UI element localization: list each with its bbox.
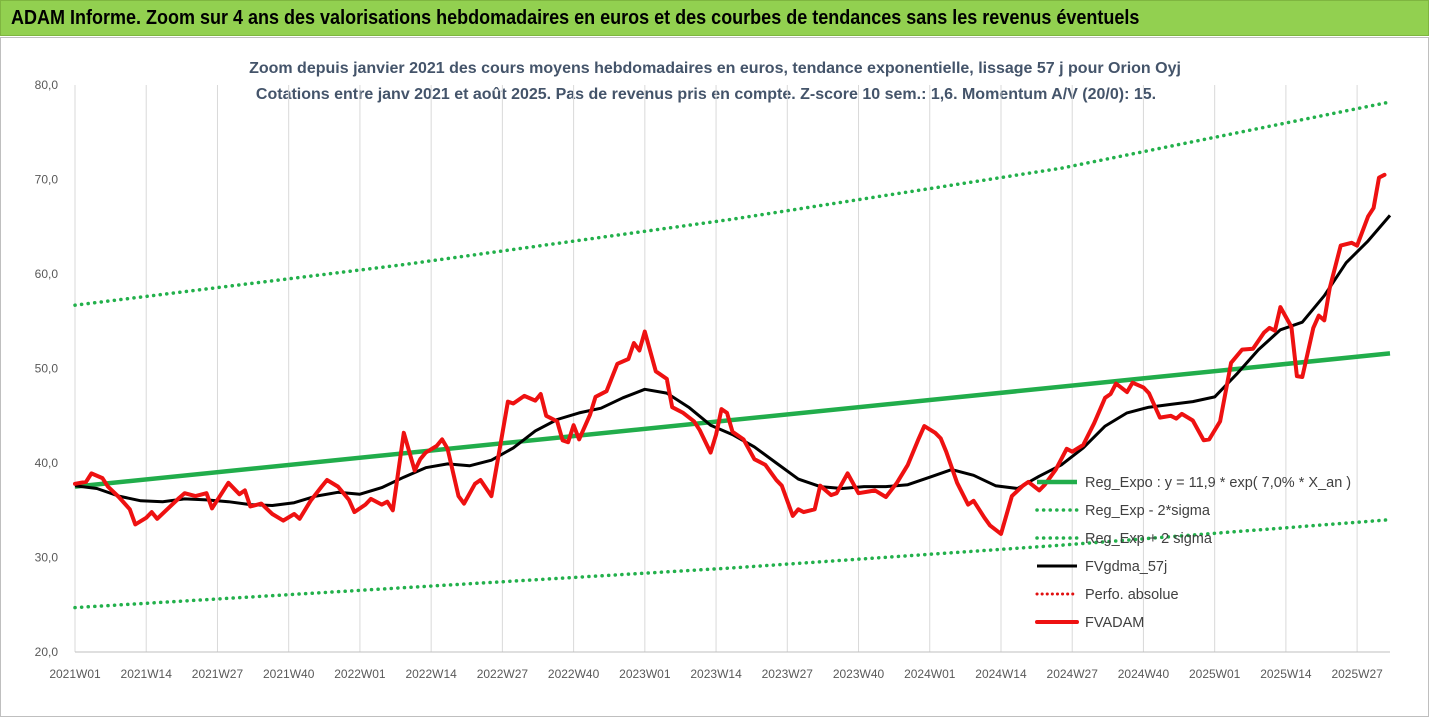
y-tick-label: 80,0 xyxy=(35,78,59,92)
y-tick-label: 50,0 xyxy=(35,362,59,376)
x-tick-label: 2023W01 xyxy=(619,667,671,681)
series-line-2 xyxy=(73,100,1392,307)
x-tick-label: 2021W40 xyxy=(263,667,315,681)
x-tick-label: 2025W14 xyxy=(1260,667,1312,681)
banner: ADAM Informe. Zoom sur 4 ans des valoris… xyxy=(0,0,1429,36)
legend-label: Reg_Exp + 2 sigma xyxy=(1085,531,1213,547)
x-tick-label: 2022W27 xyxy=(477,667,529,681)
chart-frame xyxy=(0,37,1429,717)
legend-label: FVADAM xyxy=(1085,615,1144,631)
x-axis: 2021W01 2021W14 2021W27 2021W40 2022W01 2022W… xyxy=(49,667,1383,681)
legend: Reg_Expo : y = 11,9 * exp( 7,0% * X_an )… xyxy=(1035,475,1351,631)
series-line-0 xyxy=(74,351,1391,489)
series-line-3 xyxy=(74,214,1392,507)
y-tick-label: 60,0 xyxy=(35,267,59,281)
legend-label: FVgdma_57j xyxy=(1085,559,1167,575)
x-tick-label: 2021W27 xyxy=(192,667,244,681)
x-tick-label: 2022W01 xyxy=(334,667,386,681)
x-tick-label: 2024W40 xyxy=(1118,667,1170,681)
x-tick-label: 2022W40 xyxy=(548,667,600,681)
chart-title: Zoom depuis janvier 2021 des cours moyen… xyxy=(249,60,1181,77)
banner-title: ADAM Informe. Zoom sur 4 ans des valoris… xyxy=(11,7,1140,29)
chart-subtitle: Cotations entre janv 2021 et août 2025. … xyxy=(256,86,1156,103)
legend-label: Reg_Expo : y = 11,9 * exp( 7,0% * X_an ) xyxy=(1085,475,1351,491)
x-tick-label: 2022W14 xyxy=(405,667,457,681)
legend-label: Perfo. absolue xyxy=(1085,587,1179,603)
series-lines xyxy=(73,100,1392,610)
x-tick-label: 2025W01 xyxy=(1189,667,1241,681)
y-axis: 20,0 30,0 40,0 50,0 60,0 70,0 80,0 xyxy=(35,78,59,659)
grid-lines xyxy=(74,85,1390,653)
y-tick-label: 30,0 xyxy=(35,551,59,565)
x-tick-label: 2024W01 xyxy=(904,667,956,681)
x-tick-label: 2021W14 xyxy=(121,667,173,681)
legend-label: Reg_Exp - 2*sigma xyxy=(1085,503,1211,519)
x-tick-label: 2025W27 xyxy=(1331,667,1383,681)
y-tick-label: 40,0 xyxy=(35,456,59,470)
x-tick-label: 2021W01 xyxy=(49,667,101,681)
x-tick-label: 2023W40 xyxy=(833,667,885,681)
y-tick-label: 20,0 xyxy=(35,645,59,659)
series-line-1 xyxy=(73,517,1392,610)
x-tick-label: 2023W14 xyxy=(690,667,742,681)
x-tick-label: 2024W14 xyxy=(975,667,1027,681)
x-tick-label: 2024W27 xyxy=(1047,667,1099,681)
x-tick-label: 2023W27 xyxy=(762,667,814,681)
series-line-5 xyxy=(73,172,1387,536)
y-tick-label: 70,0 xyxy=(35,173,59,187)
